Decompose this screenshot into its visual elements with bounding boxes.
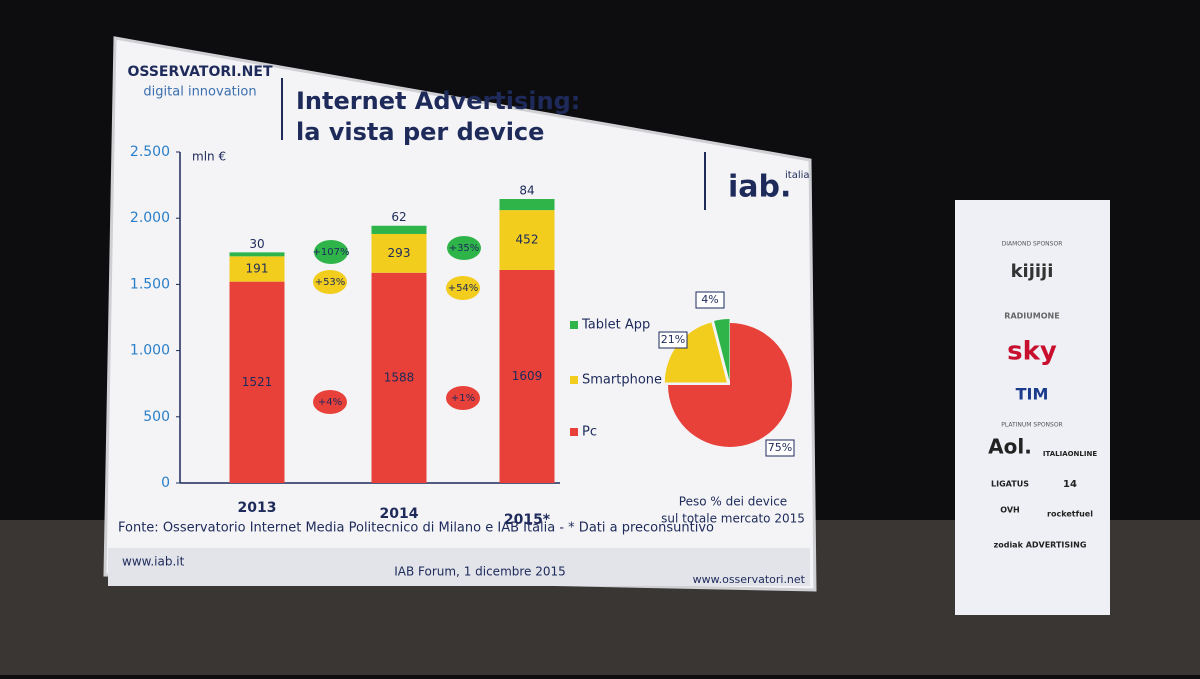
annotation-bubble xyxy=(446,276,480,300)
data-label: 1521 xyxy=(242,375,273,389)
legend-swatch xyxy=(570,376,578,384)
annotation: +4% xyxy=(318,397,342,408)
footer-right: www.osservatori.net xyxy=(693,573,806,586)
pie-slice xyxy=(714,319,730,382)
legend-swatch xyxy=(570,321,578,329)
data-label: 84 xyxy=(519,184,534,198)
sponsor-heading: PLATINUM SPONSOR xyxy=(1001,422,1062,429)
bar-segment xyxy=(371,272,427,483)
data-label: 452 xyxy=(516,233,539,247)
pie-caption: sul totale mercato 2015 xyxy=(661,512,805,526)
legend-label: Tablet App xyxy=(581,318,650,333)
sponsor: ITALIAONLINE xyxy=(1043,450,1097,458)
x-tick-label: 2014 xyxy=(380,506,419,522)
pie-label: 4% xyxy=(701,293,718,306)
pie-slice xyxy=(668,323,792,447)
iab-logo: iab. xyxy=(728,170,791,205)
pie-label: 75% xyxy=(768,441,792,454)
title: la vista per device xyxy=(296,118,544,146)
x-tick-label: 2015* xyxy=(504,512,551,528)
legend-swatch xyxy=(570,428,578,436)
data-label: 1609 xyxy=(512,369,543,383)
y-tick-label: 500 xyxy=(143,409,170,425)
footer-bar xyxy=(108,548,810,586)
bar-segment xyxy=(499,199,555,211)
sponsor: LIGATUS xyxy=(991,480,1029,489)
data-label: 1588 xyxy=(384,370,415,384)
annotation: +53% xyxy=(315,277,346,288)
sponsor-panel xyxy=(955,200,1110,615)
title: Internet Advertising: xyxy=(296,87,580,115)
sponsor: RADIUMONE xyxy=(1004,312,1059,321)
bar-segment xyxy=(371,225,427,234)
bar-segment xyxy=(229,281,285,483)
pie-caption: Peso % dei device xyxy=(679,495,787,509)
bar-segment xyxy=(499,269,555,483)
pie-label: 21% xyxy=(661,333,685,346)
logo: OSSERVATORI.NET xyxy=(127,64,272,80)
sponsor: rocketfuel xyxy=(1047,510,1093,519)
y-axis-label: mln € xyxy=(192,150,226,164)
footer-center: IAB Forum, 1 dicembre 2015 xyxy=(394,565,566,579)
sponsor: OVH xyxy=(1000,506,1019,515)
pie-slice xyxy=(664,322,727,383)
sponsor: Aol. xyxy=(988,435,1032,459)
legend-label: Smartphone xyxy=(582,373,662,388)
data-label: 293 xyxy=(388,246,411,260)
y-tick-label: 2.500 xyxy=(130,144,170,160)
annotation-bubble xyxy=(314,240,348,264)
y-tick-label: 0 xyxy=(161,475,170,491)
annotation: +54% xyxy=(448,283,479,294)
sponsor: zodiak ADVERTISING xyxy=(994,541,1087,550)
annotation-bubble xyxy=(313,390,347,414)
data-label: 62 xyxy=(391,210,406,224)
pie-label-box xyxy=(695,291,725,309)
annotation: +107% xyxy=(313,247,350,258)
y-tick-label: 1.000 xyxy=(130,343,170,359)
bar-segment xyxy=(499,210,555,270)
data-label: 191 xyxy=(246,261,269,275)
pie-label-box xyxy=(658,331,688,349)
annotation: +35% xyxy=(449,243,480,254)
data-label: 30 xyxy=(249,237,264,251)
source: Fonte: Osservatorio Internet Media Polit… xyxy=(118,521,714,536)
y-tick-label: 2.000 xyxy=(130,210,170,226)
annotation-bubble xyxy=(447,236,481,260)
annotation-bubble xyxy=(313,270,347,294)
bar-segment xyxy=(371,233,427,273)
iab-sub: italia xyxy=(785,170,810,181)
sponsor: kijiji xyxy=(1011,261,1054,282)
annotation: +1% xyxy=(451,393,475,404)
sponsor: sky xyxy=(1007,337,1057,367)
footer-left: www.iab.it xyxy=(122,555,185,569)
sponsor-heading: DIAMOND SPONSOR xyxy=(1002,241,1063,248)
sponsor: TIM xyxy=(1016,385,1049,404)
bar-segment xyxy=(229,252,285,257)
pie-label-box xyxy=(765,439,795,457)
bar-segment xyxy=(229,256,285,282)
logo-sub: digital innovation xyxy=(143,85,256,100)
x-tick-label: 2013 xyxy=(238,500,277,516)
y-tick-label: 1.500 xyxy=(130,276,170,292)
annotation-bubble xyxy=(446,386,480,410)
legend-label: Pc xyxy=(582,425,597,440)
sponsor: 14 xyxy=(1063,479,1077,490)
